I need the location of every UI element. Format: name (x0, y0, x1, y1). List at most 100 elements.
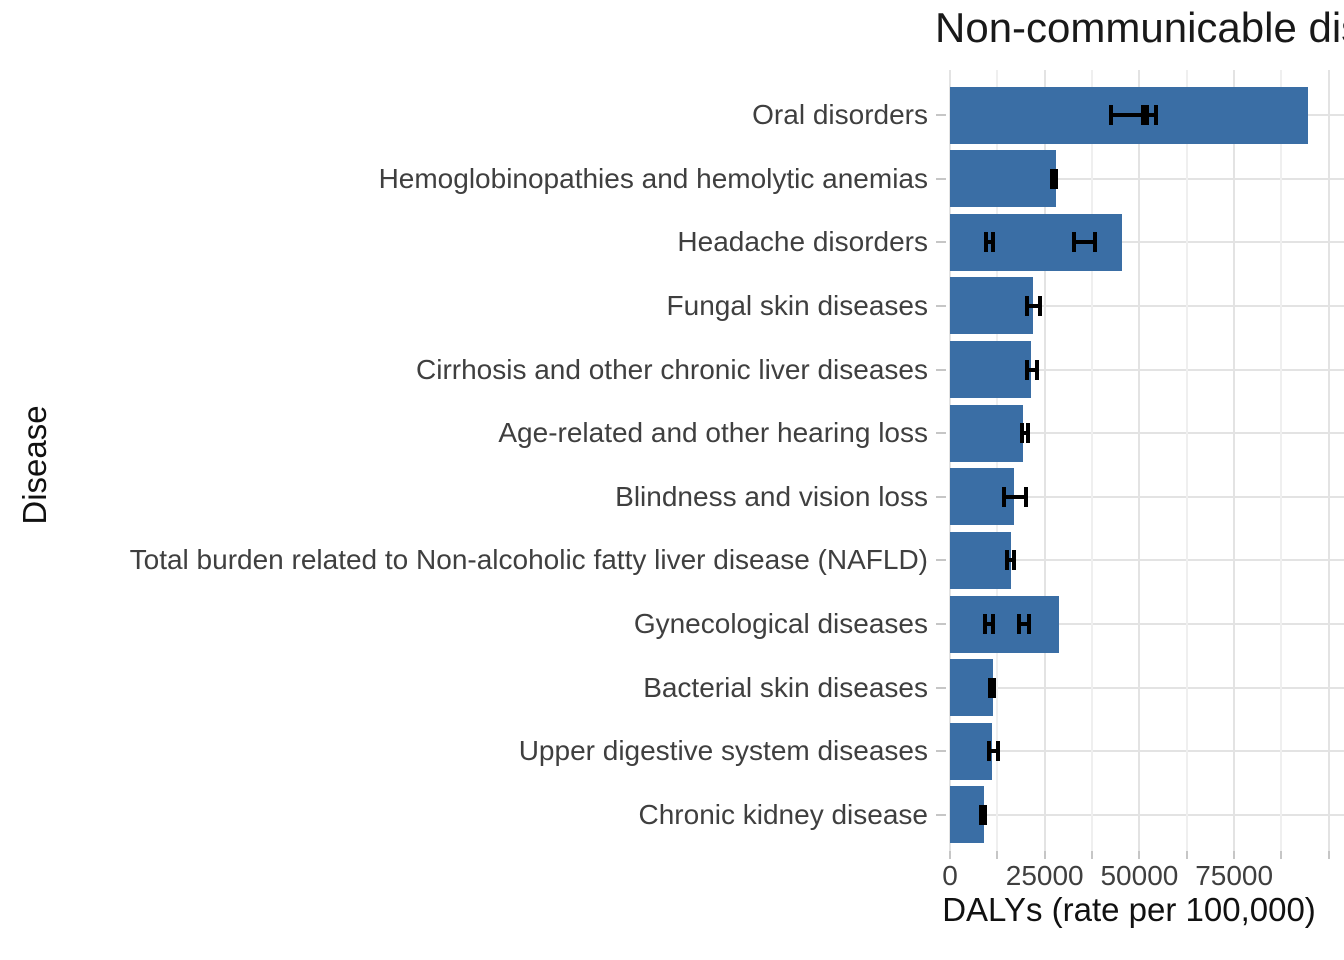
x-tick-label: 50000 (1100, 860, 1179, 891)
error-bar-cap (988, 677, 993, 698)
y-tick-mark (936, 559, 946, 562)
error-bar-cap (992, 677, 997, 698)
error-bar-cap (1024, 486, 1029, 507)
x-tick-mark (1280, 851, 1283, 859)
error-bar (986, 741, 1000, 762)
error-bar-line (1144, 113, 1158, 117)
error-bar-cap (1037, 295, 1042, 316)
error-bar-cap (1016, 614, 1021, 635)
gridline-horizontal (950, 304, 1344, 307)
gridline-horizontal (950, 686, 1344, 689)
gridline-vertical-minor (1091, 70, 1094, 851)
error-bar-line (978, 812, 988, 817)
error-bar-cap (1011, 550, 1016, 571)
error-bar (1109, 105, 1145, 125)
error-bar-cap (1025, 423, 1030, 444)
x-tick-mark (1233, 851, 1236, 859)
error-bar (1024, 295, 1042, 316)
error-bar-cap (1019, 423, 1024, 444)
error-bar (978, 804, 988, 825)
bar (950, 722, 993, 780)
gridline-horizontal (950, 813, 1344, 816)
gridline-horizontal (950, 750, 1344, 753)
category-label: Hemoglobinopathies and hemolytic anemias (378, 162, 928, 194)
x-tick-mark (1091, 851, 1094, 859)
gridline-horizontal (950, 368, 1344, 371)
error-bar (982, 614, 995, 635)
category-label: Bacterial skin diseases (643, 671, 928, 703)
x-tick-label: 25000 (1005, 860, 1084, 891)
category-label: Chronic kidney disease (638, 798, 929, 830)
y-tick-mark (936, 241, 946, 244)
error-bar-cap (1144, 105, 1149, 125)
bar (950, 341, 1032, 399)
bar (950, 404, 1024, 462)
error-bar-cap (1049, 168, 1054, 189)
y-tick-mark (936, 686, 946, 689)
category-label: Upper digestive system diseases (518, 735, 928, 767)
x-tick-mark (1138, 851, 1141, 859)
gridline-vertical-major (1043, 70, 1046, 851)
error-bar-cap (1092, 232, 1097, 253)
error-bar-cap (982, 614, 987, 635)
error-bar-line (1024, 367, 1040, 372)
error-bar (1001, 486, 1029, 507)
gridline-vertical-minor (1280, 70, 1283, 851)
error-bar-cap (1153, 105, 1158, 125)
gridline-vertical-major (1327, 70, 1330, 851)
error-bar (1019, 423, 1030, 444)
error-bar-cap (1024, 295, 1029, 316)
error-bar-cap (1053, 168, 1058, 189)
category-label: Headache disorders (677, 226, 928, 258)
error-bar-cap (984, 232, 989, 253)
category-label: Total burden related to Non-alcoholic fa… (129, 544, 928, 576)
bar (950, 150, 1056, 208)
error-bar (1072, 232, 1097, 253)
error-bar-cap (1140, 105, 1145, 125)
x-axis-title: DALYs (rate per 100,000) (942, 891, 1316, 928)
x-tick-mark (1327, 851, 1330, 859)
x-tick-mark (1043, 851, 1046, 859)
x-tick-mark (1185, 851, 1188, 859)
error-bar-cap (990, 614, 995, 635)
gridline-horizontal (950, 495, 1344, 498)
error-bar-line (986, 749, 1000, 754)
error-bar-line (1001, 494, 1029, 499)
error-bar-cap (995, 741, 1000, 762)
category-label: Oral disorders (752, 99, 928, 130)
error-bar-line (1016, 622, 1032, 627)
x-tick-label: 0 (942, 860, 958, 891)
x-tick-mark (949, 851, 951, 859)
error-bar-cap (983, 804, 988, 825)
error-bar (1016, 614, 1032, 635)
error-bar (1144, 105, 1158, 125)
y-tick-mark (936, 813, 946, 816)
category-label: Cirrhosis and other chronic liver diseas… (416, 353, 928, 385)
bar (950, 786, 984, 844)
plot-panel (949, 70, 1344, 851)
error-bar-line (1109, 113, 1145, 117)
error-bar-cap (1024, 359, 1029, 380)
y-tick-mark (936, 432, 946, 435)
y-tick-mark (936, 368, 946, 371)
bar (950, 595, 1060, 653)
y-tick-mark (936, 495, 946, 498)
error-bar-cap (990, 232, 995, 253)
y-tick-mark (936, 114, 946, 116)
error-bar (1004, 550, 1016, 571)
gridline-horizontal (950, 177, 1344, 180)
error-bar (1049, 168, 1058, 189)
error-bar-line (1024, 303, 1042, 308)
error-bar (1024, 359, 1040, 380)
bar (950, 531, 1011, 589)
chart-title: Non-communicable diseases (935, 4, 1344, 51)
category-label: Age-related and other hearing loss (498, 417, 928, 449)
error-bar-cap (1109, 105, 1114, 125)
gridline-horizontal (950, 559, 1344, 562)
error-bar-line (984, 240, 995, 245)
y-tick-mark (936, 304, 946, 307)
gridline-vertical-major (1233, 70, 1236, 851)
error-bar-line (1072, 240, 1097, 245)
error-bar-line (1004, 558, 1016, 563)
